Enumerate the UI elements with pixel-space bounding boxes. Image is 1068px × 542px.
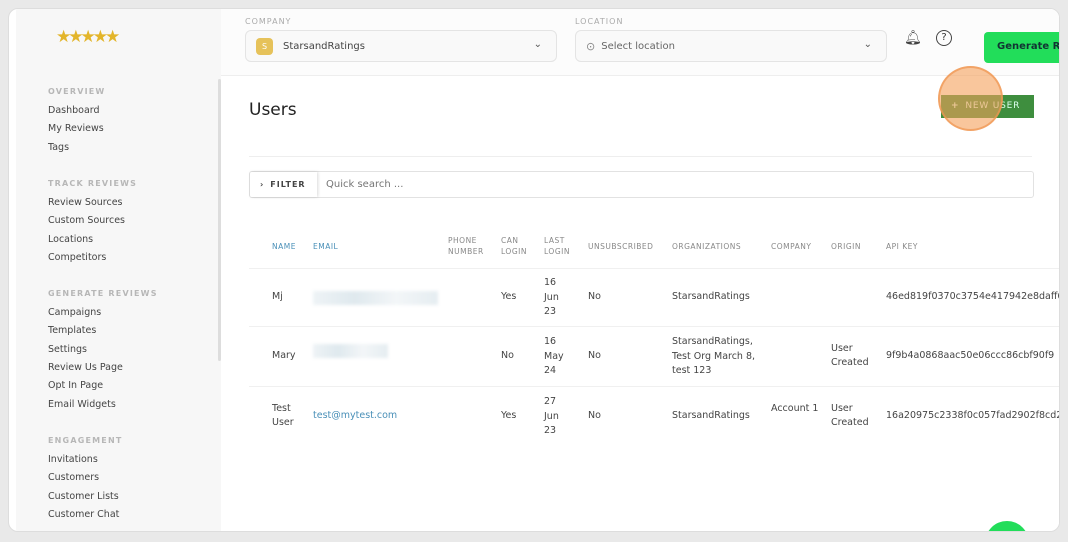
column-header-unsubscribed[interactable]: UNSUBSCRIBED xyxy=(588,242,654,251)
cell-last-login: 16 Jun 23 xyxy=(544,277,559,317)
sidebar-item-templates[interactable]: Templates xyxy=(48,325,97,337)
company-value: StarsandRatings xyxy=(283,40,365,52)
location-placeholder: Select location xyxy=(601,40,675,52)
cell-organizations: StarsandRatings xyxy=(672,410,750,421)
cell-api-key: 9f9b4a0868aac50e06ccc86cbf90f9 xyxy=(886,350,1055,361)
column-header-email[interactable]: EMAIL xyxy=(313,242,339,251)
row-divider xyxy=(249,268,1059,269)
filter-label: FILTER xyxy=(270,180,306,189)
sidebar-item-customers[interactable]: Customers xyxy=(48,472,100,484)
cell-unsubscribed: No xyxy=(588,410,601,421)
top-bar: COMPANY S StarsandRatings ⌄ LOCATION ⊙ S… xyxy=(221,9,1059,76)
divider xyxy=(249,156,1032,157)
cell-api-key: 16a20975c2338f0c057fad2902f8cd23 xyxy=(886,410,1060,421)
column-header-api-key[interactable]: API KEY xyxy=(886,242,918,251)
sidebar-section-title: GENERATE REVIEWS xyxy=(48,289,158,298)
sidebar: ★★★★★ OVERVIEW Dashboard My Reviews Tags TRA… xyxy=(16,9,221,531)
cell-name: Test User xyxy=(272,403,294,428)
sidebar-item-tags[interactable]: Tags xyxy=(48,141,70,153)
cell-last-login: 27 Jun 23 xyxy=(544,396,559,436)
column-header-company[interactable]: COMPANY xyxy=(771,242,812,251)
redacted-email xyxy=(313,291,438,305)
column-header-name[interactable]: NAME xyxy=(272,242,296,251)
column-header-last-login[interactable]: LAST LOGIN xyxy=(544,236,570,256)
row-divider xyxy=(249,386,1059,387)
cell-name: Mj xyxy=(272,291,283,302)
location-select[interactable]: ⊙ Select location ⌄ xyxy=(575,30,887,62)
location-label: LOCATION xyxy=(575,17,624,26)
redacted-email xyxy=(313,344,388,358)
sidebar-item-my-reviews[interactable]: My Reviews xyxy=(48,123,104,135)
sidebar-section-title: ENGAGEMENT xyxy=(48,436,123,445)
cell-name: Mary xyxy=(272,350,296,361)
quick-search-input[interactable] xyxy=(326,179,926,190)
sidebar-item-review-sources[interactable]: Review Sources xyxy=(48,197,123,208)
sidebar-item-competitors[interactable]: Competitors xyxy=(48,251,107,263)
sidebar-item-dashboard[interactable]: Dashboard xyxy=(48,105,100,116)
column-header-origin[interactable]: ORIGIN xyxy=(831,242,861,251)
sidebar-item-customer-chat[interactable]: Customer Chat xyxy=(48,508,120,520)
cell-origin: User Created xyxy=(831,343,869,368)
cell-origin: User Created xyxy=(831,403,869,428)
sidebar-item-email-widgets[interactable]: Email Widgets xyxy=(48,398,116,410)
sidebar-scrollbar[interactable] xyxy=(218,79,221,361)
chevron-down-icon: ⌄ xyxy=(863,39,872,50)
cell-organizations: StarsandRatings xyxy=(672,291,750,302)
sidebar-item-locations[interactable]: Locations xyxy=(48,233,94,245)
sidebar-item-custom-sources[interactable]: Custom Sources xyxy=(48,215,125,227)
chevron-down-icon: ⌄ xyxy=(533,39,542,50)
chevron-right-icon: › xyxy=(260,180,265,189)
column-header-can-login[interactable]: CAN LOGIN xyxy=(501,236,527,256)
column-header-phone-number[interactable]: PHONE NUMBER xyxy=(448,236,484,256)
column-header-organizations[interactable]: ORGANIZATIONS xyxy=(672,242,742,251)
cell-can-login: Yes xyxy=(501,291,517,302)
sidebar-item-opt-in-page[interactable]: Opt In Page xyxy=(48,380,104,392)
row-divider xyxy=(249,326,1059,327)
cell-company: Account 1 xyxy=(771,403,819,414)
filter-button[interactable]: › FILTER xyxy=(250,172,317,197)
help-icon[interactable]: ? xyxy=(936,30,952,46)
cell-unsubscribed: No xyxy=(588,350,601,361)
company-avatar: S xyxy=(256,37,273,55)
click-indicator xyxy=(938,66,1003,131)
company-select[interactable]: S StarsandRatings ⌄ xyxy=(245,30,557,62)
main-content: COMPANY S StarsandRatings ⌄ LOCATION ⊙ S… xyxy=(221,9,1059,531)
sidebar-item-settings[interactable]: Settings xyxy=(48,343,87,355)
location-pin-icon: ⊙ xyxy=(586,39,596,53)
app-window: ★★★★★ OVERVIEW Dashboard My Reviews Tags TRA… xyxy=(8,8,1060,532)
cell-can-login: Yes xyxy=(501,410,517,421)
bell-icon[interactable]: 🔔︎ xyxy=(904,30,922,46)
sidebar-item-customer-lists[interactable]: Customer Lists xyxy=(48,490,119,502)
cell-unsubscribed: No xyxy=(588,291,601,302)
filter-bar: › FILTER xyxy=(249,171,1034,198)
cell-api-key: 46ed819f0370c3754e417942e8daff64 xyxy=(886,291,1060,302)
logo-stars-icon[interactable]: ★★★★★ xyxy=(56,27,120,47)
chat-fab-button[interactable] xyxy=(985,521,1029,531)
cell-can-login: No xyxy=(501,350,514,361)
sidebar-section-title: OVERVIEW xyxy=(48,87,106,96)
sidebar-section-title: TRACK REVIEWS xyxy=(48,179,138,188)
company-label: COMPANY xyxy=(245,17,292,26)
sidebar-item-review-us-page[interactable]: Review Us Page xyxy=(48,361,123,373)
sidebar-item-campaigns[interactable]: Campaigns xyxy=(48,307,102,318)
page-title: Users xyxy=(249,100,297,120)
cell-organizations: StarsandRatings, Test Org March 8, test … xyxy=(672,336,756,376)
generate-reviews-button[interactable]: Generate Re xyxy=(984,32,1059,63)
cell-last-login: 16 May 24 xyxy=(544,336,564,376)
sidebar-item-invitations[interactable]: Invitations xyxy=(48,454,98,465)
cell-email[interactable]: test@mytest.com xyxy=(313,410,398,421)
